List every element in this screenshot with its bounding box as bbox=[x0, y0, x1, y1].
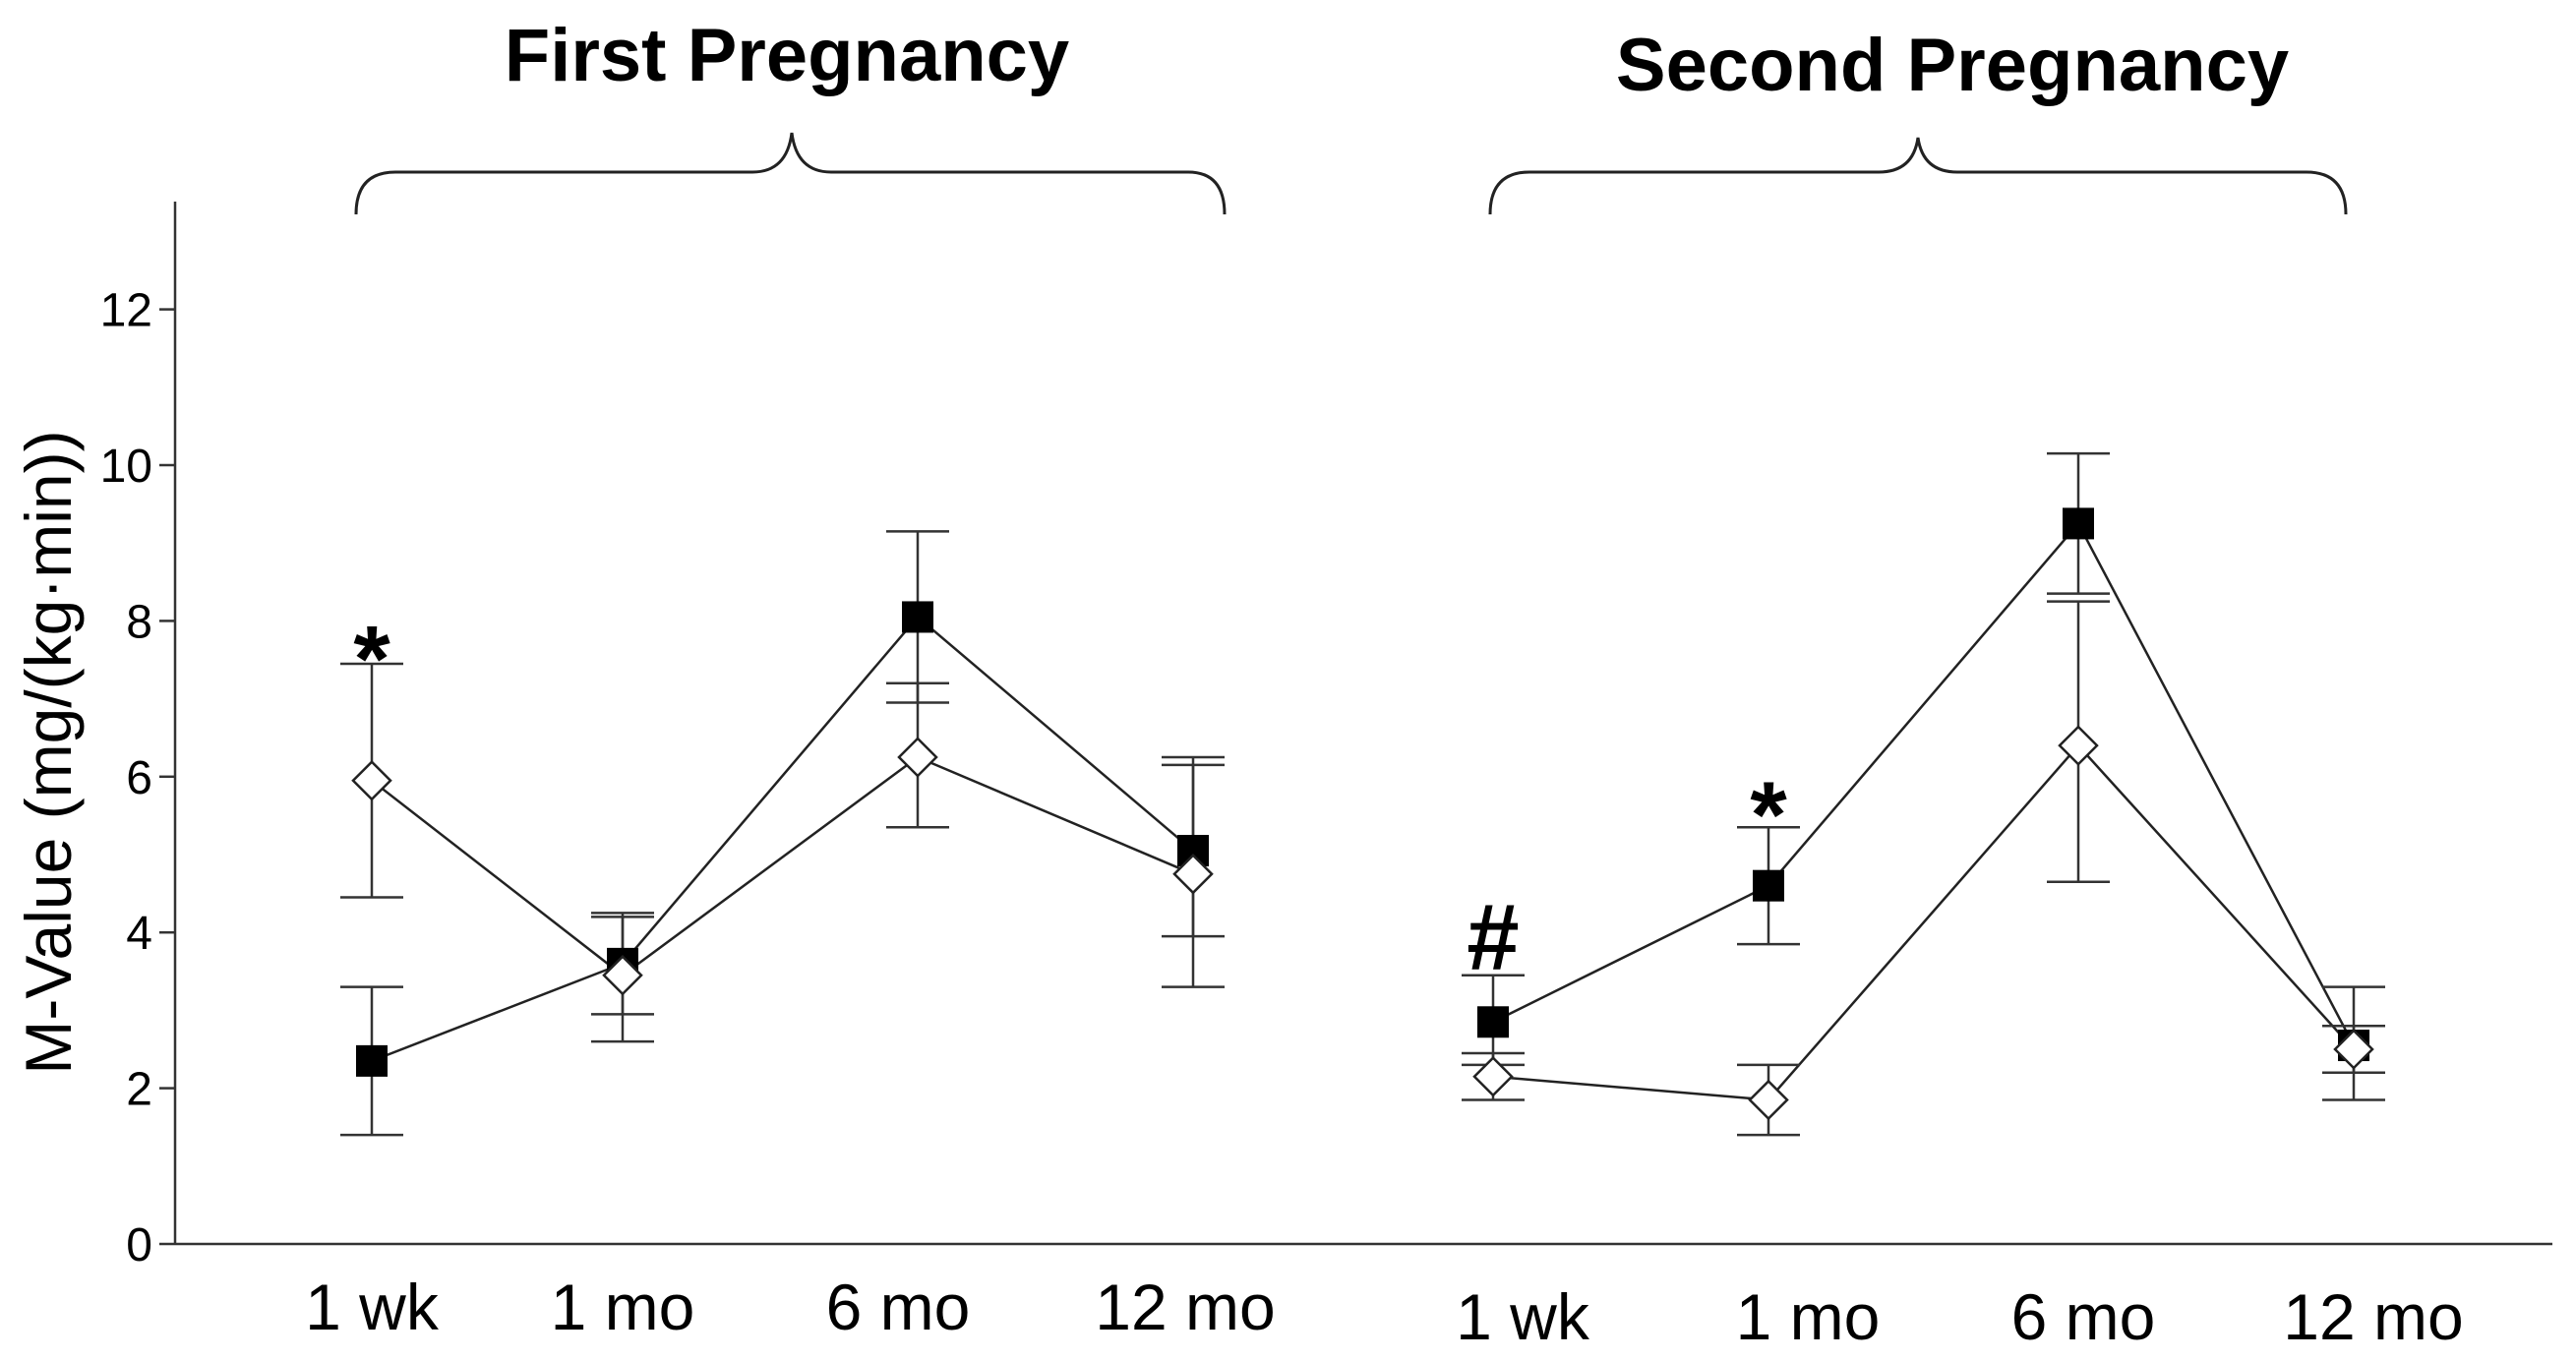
annotations: * # * bbox=[353, 607, 1787, 990]
x-label-p2-12-mo: 12 mo bbox=[2283, 1280, 2463, 1353]
y-tick-label-2: 2 bbox=[126, 1064, 152, 1116]
x-label-p1-12-mo: 12 mo bbox=[1095, 1271, 1275, 1343]
panel-title-first: First Pregnancy bbox=[505, 14, 1069, 97]
y-tick-label-10: 10 bbox=[100, 441, 152, 493]
series-line-p2-open-diamond bbox=[1492, 743, 2355, 1101]
marker-p2-filled-square-0 bbox=[1477, 1006, 1509, 1038]
marker-p2-open-diamond-3 bbox=[2333, 1029, 2374, 1070]
series-line-p1-filled-square bbox=[371, 615, 1194, 1063]
marker-p1-open-diamond-0 bbox=[351, 759, 392, 801]
y-tick-label-6: 6 bbox=[126, 752, 152, 804]
x-label-p2-6-mo: 6 mo bbox=[2011, 1280, 2156, 1353]
y-tick-label-12: 12 bbox=[100, 285, 152, 337]
annotation-p2-1: * bbox=[1750, 762, 1787, 867]
annotation-p2-0: # bbox=[1467, 885, 1519, 990]
x-label-p2-1-wk: 1 wk bbox=[1456, 1280, 1590, 1353]
y-tick-label-4: 4 bbox=[126, 908, 152, 960]
series-line-p1-open-diamond bbox=[371, 755, 1194, 977]
panel-title-second: Second Pregnancy bbox=[1616, 24, 2289, 107]
marker-p1-open-diamond-1 bbox=[602, 954, 643, 996]
x-label-p1-1-wk: 1 wk bbox=[305, 1271, 440, 1343]
y-tick-label-0: 0 bbox=[126, 1219, 152, 1272]
x-label-p1-6-mo: 6 mo bbox=[826, 1271, 971, 1343]
plot-marks bbox=[340, 451, 2385, 1137]
x-label-p2-1-mo: 1 mo bbox=[1736, 1280, 1881, 1353]
marker-p1-open-diamond-2 bbox=[897, 737, 938, 778]
x-labels: 1 wk 1 mo 6 mo 12 mo 1 wk 1 mo 6 mo 12 mo bbox=[305, 1271, 2464, 1353]
marker-p1-filled-square-2 bbox=[902, 601, 933, 633]
y-ticks: 0 2 4 6 8 10 12 bbox=[100, 285, 175, 1272]
x-label-p1-1-mo: 1 mo bbox=[551, 1271, 695, 1343]
y-axis-label: M-Value (mg/(kg·min)) bbox=[12, 430, 85, 1074]
marker-p2-filled-square-1 bbox=[1753, 869, 1784, 902]
marker-p2-open-diamond-1 bbox=[1748, 1079, 1789, 1121]
y-tick-label-8: 8 bbox=[126, 596, 152, 648]
marker-p1-filled-square-0 bbox=[356, 1044, 388, 1077]
marker-p2-filled-square-2 bbox=[2063, 507, 2094, 540]
brace-second-pregnancy bbox=[1488, 137, 2348, 215]
series-line-p2-filled-square bbox=[1492, 521, 2356, 1046]
marker-p2-open-diamond-0 bbox=[1472, 1055, 1514, 1097]
annotation-p1-0: * bbox=[353, 607, 390, 712]
marker-p2-open-diamond-2 bbox=[2058, 725, 2099, 766]
marker-p1-open-diamond-3 bbox=[1172, 854, 1214, 895]
brace-first-pregnancy bbox=[354, 132, 1227, 215]
